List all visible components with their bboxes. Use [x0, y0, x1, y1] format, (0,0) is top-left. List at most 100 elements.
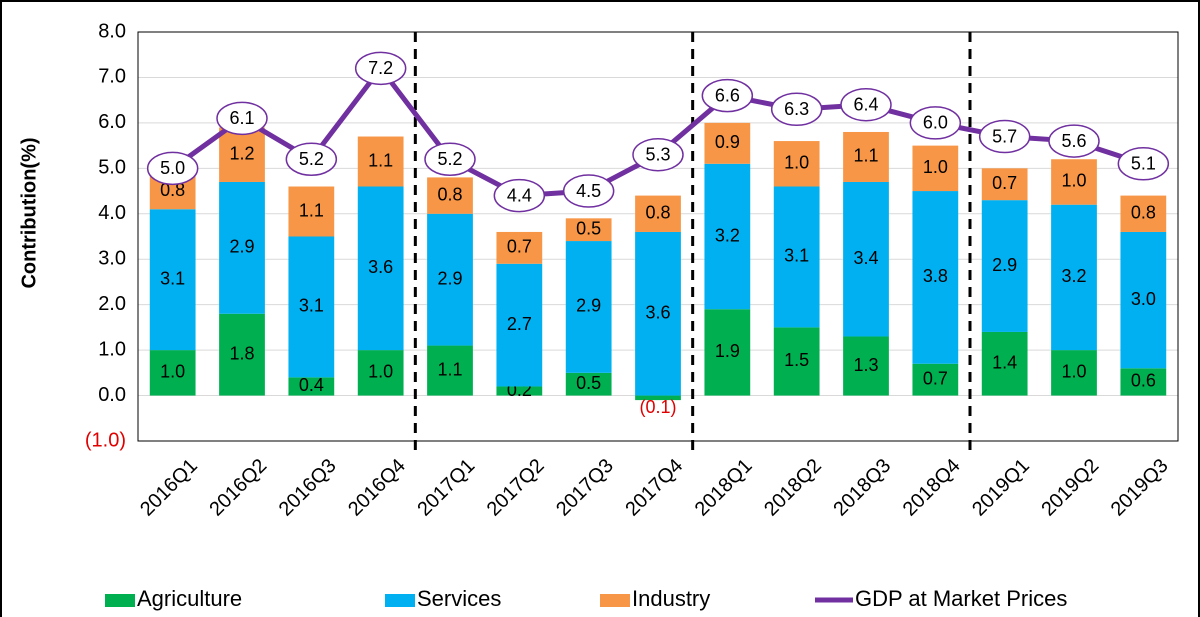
bar [773, 186, 820, 328]
data-label: 5.2 [299, 149, 324, 169]
x-tick-label: 2017Q2 [483, 455, 549, 521]
y-tick-label: 4.0 [98, 202, 126, 224]
data-label: 6.4 [853, 94, 878, 114]
bar [1120, 368, 1167, 396]
label-bubble [424, 142, 476, 176]
x-tick-label: 2018Q4 [899, 455, 965, 521]
bar [843, 336, 889, 396]
x-tick-label: 2019Q3 [1107, 455, 1173, 521]
y-tick-label: 1.0 [98, 338, 126, 360]
legend-label: GDP at Market Prices [855, 586, 1067, 611]
y-tick-label: 8.0 [98, 20, 126, 42]
bar [357, 350, 404, 396]
bar [1051, 204, 1097, 351]
y-tick-label: 3.0 [98, 248, 126, 270]
data-label: 3.4 [853, 248, 878, 268]
bar [288, 186, 335, 237]
bar [1051, 159, 1097, 205]
data-label: 1.1 [853, 146, 878, 166]
data-label: (0.1) [639, 397, 676, 417]
bar [357, 186, 404, 351]
bar [288, 236, 335, 378]
x-tick-label: 2016Q1 [136, 455, 202, 521]
data-label: 1.9 [715, 341, 740, 361]
bar [427, 213, 473, 346]
bar [912, 363, 959, 396]
y-tick-label: 7.0 [98, 66, 126, 88]
bar [981, 168, 1028, 201]
x-tick-label: 2019Q1 [968, 455, 1034, 521]
bar [288, 377, 335, 396]
data-label: 1.8 [229, 343, 254, 363]
data-label: 6.0 [923, 113, 948, 133]
label-bubble [840, 87, 892, 122]
label-bubble [978, 119, 1031, 154]
label-bubble [770, 92, 823, 127]
data-label: 6.6 [715, 85, 740, 105]
data-label: 3.6 [645, 303, 670, 323]
bar [565, 241, 612, 373]
data-label: 1.4 [992, 352, 1017, 372]
bar [565, 218, 612, 242]
label-bubble [632, 137, 684, 172]
data-label: 5.0 [160, 158, 185, 178]
x-tick-label: 2018Q3 [829, 455, 895, 521]
data-label: 1.1 [299, 200, 324, 220]
bar [496, 263, 543, 387]
data-label: 5.3 [645, 144, 670, 164]
bar [565, 372, 612, 396]
data-label: 2.9 [437, 268, 462, 288]
y-axis-label: Contribution(%) [18, 137, 40, 288]
bar [427, 177, 473, 214]
data-label: 0.8 [160, 180, 185, 200]
data-label: 7.2 [368, 58, 393, 78]
bar [357, 136, 404, 187]
plot-frame [137, 31, 1179, 442]
label-bubble [493, 178, 546, 213]
bar [981, 331, 1028, 396]
data-label: 3.1 [160, 268, 185, 288]
data-label: 3.6 [368, 257, 393, 277]
data-label: 5.2 [437, 149, 462, 169]
bar [496, 231, 543, 264]
label-bubble [285, 142, 338, 176]
data-label: 3.8 [923, 266, 948, 286]
data-label: 0.7 [507, 237, 532, 257]
data-label: 0.8 [1131, 203, 1156, 223]
data-label: 6.1 [229, 108, 254, 128]
bar [219, 313, 265, 396]
data-label: 1.0 [923, 157, 948, 177]
bar [427, 345, 473, 396]
data-label: 0.7 [923, 368, 948, 388]
data-label: 0.5 [576, 218, 601, 238]
label-bubble [216, 101, 268, 136]
data-label: 0.7 [992, 173, 1017, 193]
legend-label: Agriculture [137, 586, 242, 611]
x-tick-label: 2016Q2 [205, 455, 271, 521]
bar [635, 195, 681, 232]
x-tick-label: 2016Q3 [275, 455, 341, 521]
data-label: 1.3 [853, 355, 878, 375]
data-label: 6.3 [784, 99, 809, 119]
data-label: 4.5 [576, 181, 601, 201]
bar [149, 350, 196, 396]
label-bubble [1048, 124, 1100, 158]
data-label: 1.0 [160, 362, 185, 382]
y-tick-label: 2.0 [98, 293, 126, 315]
bar [843, 181, 889, 337]
data-label: 1.5 [784, 350, 809, 370]
data-label: 0.8 [645, 203, 670, 223]
bar [635, 395, 681, 401]
data-label: 0.9 [715, 132, 740, 152]
y-tick-label: (1.0) [85, 429, 126, 451]
bar [219, 181, 265, 314]
data-label: 1.0 [1061, 171, 1086, 191]
label-bubble [354, 51, 407, 86]
bar [912, 191, 959, 364]
data-label: 3.0 [1131, 289, 1156, 309]
x-tick-label: 2016Q4 [344, 455, 410, 521]
bar [704, 309, 751, 396]
legend-label: Services [417, 586, 501, 611]
